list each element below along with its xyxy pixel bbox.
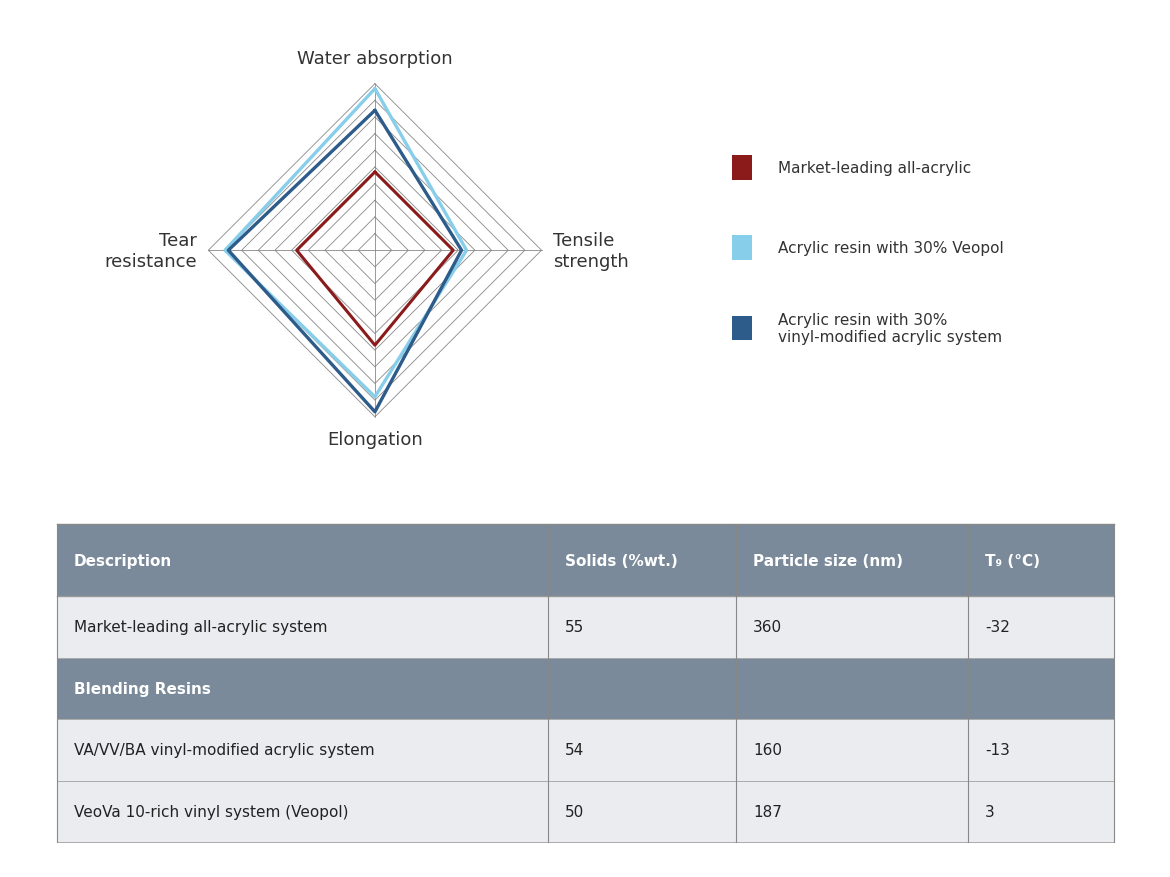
Bar <box>548 596 736 658</box>
Text: 160: 160 <box>753 743 783 758</box>
Bar <box>736 781 969 843</box>
Bar <box>57 781 548 843</box>
Bar <box>57 658 1114 719</box>
Bar <box>548 524 736 596</box>
FancyBboxPatch shape <box>731 317 752 340</box>
Text: 3: 3 <box>985 804 994 819</box>
Bar <box>736 524 969 596</box>
Bar <box>969 781 1114 843</box>
Text: Tensile
strength: Tensile strength <box>553 232 629 270</box>
FancyBboxPatch shape <box>731 156 752 181</box>
Text: Market-leading all-acrylic system: Market-leading all-acrylic system <box>74 619 328 635</box>
Text: Acrylic resin with 30%
vinyl-modified acrylic system: Acrylic resin with 30% vinyl-modified ac… <box>778 312 1003 345</box>
Text: Description: Description <box>74 553 172 568</box>
FancyBboxPatch shape <box>731 236 752 260</box>
Bar <box>969 524 1114 596</box>
Bar <box>548 719 736 781</box>
Bar <box>969 719 1114 781</box>
Text: Particle size (nm): Particle size (nm) <box>753 553 903 568</box>
Bar <box>736 596 969 658</box>
Text: Tear
resistance: Tear resistance <box>104 232 197 270</box>
Bar <box>548 781 736 843</box>
Text: 55: 55 <box>565 619 584 635</box>
Bar <box>736 719 969 781</box>
Text: 187: 187 <box>753 804 782 819</box>
Text: 54: 54 <box>565 743 584 758</box>
Text: Water absorption: Water absorption <box>297 50 453 68</box>
Text: VA/VV/BA vinyl-modified acrylic system: VA/VV/BA vinyl-modified acrylic system <box>74 743 374 758</box>
Text: 360: 360 <box>753 619 783 635</box>
Text: -32: -32 <box>985 619 1010 635</box>
Text: Elongation: Elongation <box>328 431 422 449</box>
Bar <box>57 719 548 781</box>
Text: Blending Resins: Blending Resins <box>74 681 211 696</box>
Bar <box>57 524 548 596</box>
Text: VeoVa 10-rich vinyl system (Veopol): VeoVa 10-rich vinyl system (Veopol) <box>74 804 349 819</box>
Text: -13: -13 <box>985 743 1010 758</box>
Text: Market-leading all-acrylic: Market-leading all-acrylic <box>778 161 971 176</box>
Bar <box>57 596 548 658</box>
Text: T₉ (°C): T₉ (°C) <box>985 553 1040 568</box>
Text: Acrylic resin with 30% Veopol: Acrylic resin with 30% Veopol <box>778 241 1004 256</box>
Bar <box>969 596 1114 658</box>
Text: Solids (%wt.): Solids (%wt.) <box>565 553 677 568</box>
Text: 50: 50 <box>565 804 584 819</box>
